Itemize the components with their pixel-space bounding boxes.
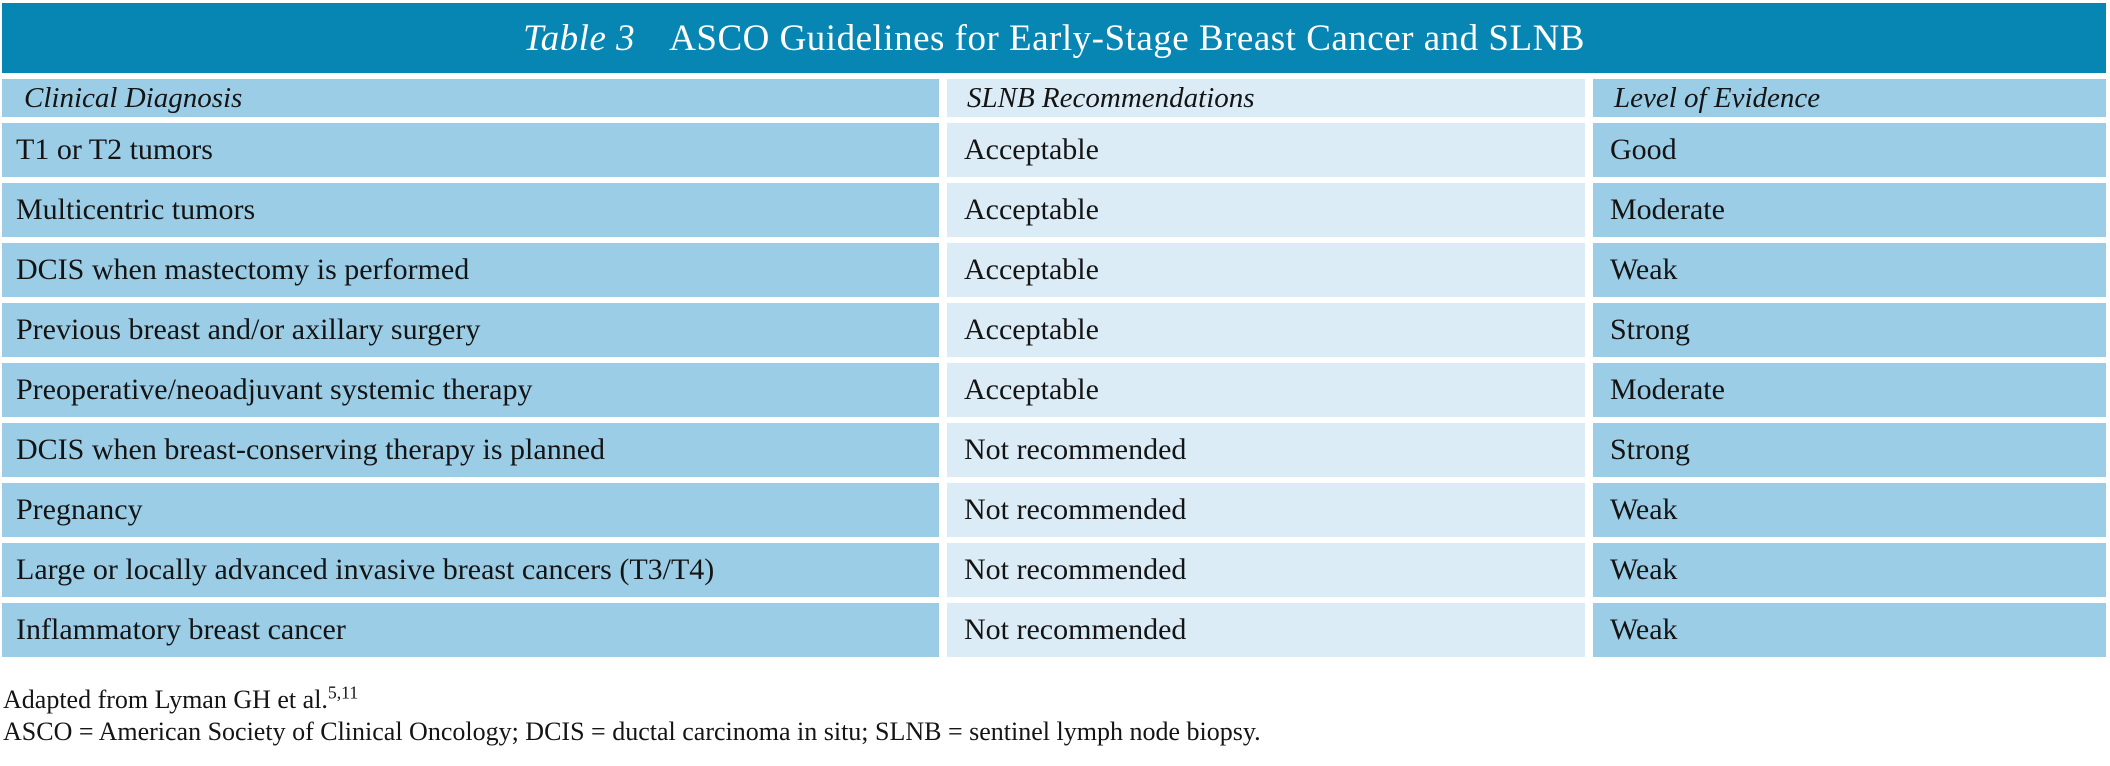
- table-row-recommendation: Not recommended: [947, 603, 1585, 657]
- table-row-recommendation: Acceptable: [947, 123, 1585, 177]
- table-row-recommendation: Acceptable: [947, 363, 1585, 417]
- table-row-diagnosis: Pregnancy: [2, 483, 939, 537]
- table-row-evidence: Strong: [1593, 423, 2106, 477]
- table-row-diagnosis: Multicentric tumors: [2, 183, 939, 237]
- table-title-bar: Table 3 ASCO Guidelines for Early-Stage …: [2, 3, 2106, 73]
- column-header-slnb-recommendations: SLNB Recommendations: [947, 79, 1585, 117]
- table-row-evidence: Moderate: [1593, 183, 2106, 237]
- table-row-recommendation: Acceptable: [947, 183, 1585, 237]
- table-row-diagnosis: Inflammatory breast cancer: [2, 603, 939, 657]
- table-row-diagnosis: DCIS when mastectomy is performed: [2, 243, 939, 297]
- table-row-recommendation: Not recommended: [947, 483, 1585, 537]
- footnote-source-line: Adapted from Lyman GH et al.5,11: [3, 684, 2110, 716]
- footnote-source-text: Adapted from Lyman GH et al.: [3, 685, 328, 714]
- table-row-recommendation: Acceptable: [947, 243, 1585, 297]
- table-row-evidence: Moderate: [1593, 363, 2106, 417]
- table-footnotes: Adapted from Lyman GH et al.5,11 ASCO = …: [3, 684, 2110, 747]
- table-row-recommendation: Not recommended: [947, 423, 1585, 477]
- table-row-evidence: Weak: [1593, 603, 2106, 657]
- table-row-evidence: Good: [1593, 123, 2106, 177]
- table-number-label: Table 3: [523, 17, 636, 59]
- table-row-evidence: Weak: [1593, 243, 2106, 297]
- table-row-evidence: Strong: [1593, 303, 2106, 357]
- table-row-diagnosis: Large or locally advanced invasive breas…: [2, 543, 939, 597]
- table-row-diagnosis: DCIS when breast-conserving therapy is p…: [2, 423, 939, 477]
- column-header-clinical-diagnosis: Clinical Diagnosis: [2, 79, 939, 117]
- table-row-recommendation: Not recommended: [947, 543, 1585, 597]
- guidelines-table: Clinical Diagnosis SLNB Recommendations …: [0, 79, 2110, 657]
- footnote-abbreviations-line: ASCO = American Society of Clinical Onco…: [3, 716, 1261, 746]
- table-row-evidence: Weak: [1593, 483, 2106, 537]
- table-row-diagnosis: T1 or T2 tumors: [2, 123, 939, 177]
- table-row-evidence: Weak: [1593, 543, 2106, 597]
- footnote-reference-numbers: 5,11: [327, 682, 359, 703]
- table-row-diagnosis: Previous breast and/or axillary surgery: [2, 303, 939, 357]
- table-row-recommendation: Acceptable: [947, 303, 1585, 357]
- table-row-diagnosis: Preoperative/neoadjuvant systemic therap…: [2, 363, 939, 417]
- table-title: ASCO Guidelines for Early-Stage Breast C…: [669, 17, 1585, 59]
- column-header-level-of-evidence: Level of Evidence: [1593, 79, 2106, 117]
